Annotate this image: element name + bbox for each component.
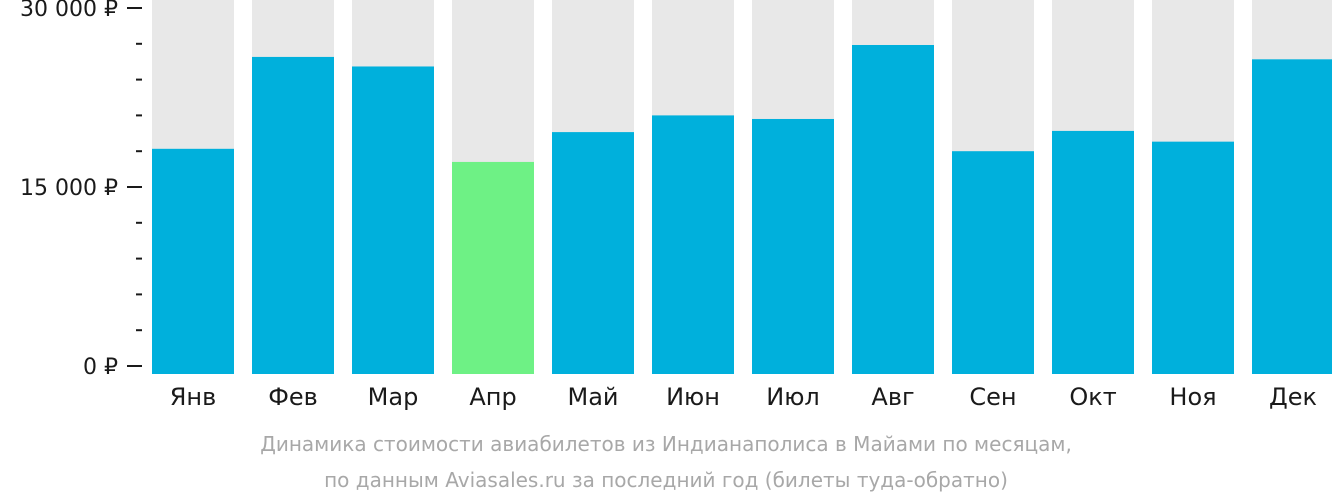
bar[interactable] (952, 151, 1034, 374)
chart-caption-line-2: по данным Aviasales.ru за последний год … (324, 468, 1008, 492)
x-category-label: Сен (969, 383, 1016, 411)
bar[interactable] (352, 66, 434, 375)
bar[interactable] (852, 44, 934, 374)
bar[interactable] (1252, 59, 1332, 375)
bar[interactable] (1052, 130, 1134, 374)
x-category-label: Май (567, 383, 618, 411)
bar[interactable] (752, 118, 834, 374)
chart-caption-line-1: Динамика стоимости авиабилетов из Индиан… (260, 432, 1072, 456)
y-tick-label: 30 000 ₽ (20, 0, 118, 22)
x-category-label: Янв (170, 383, 217, 411)
x-category-label: Мар (368, 383, 419, 411)
x-category-label: Авг (871, 383, 914, 411)
y-tick-label: 15 000 ₽ (20, 176, 118, 201)
bar[interactable] (152, 148, 234, 374)
bar[interactable] (652, 115, 734, 375)
x-axis-labels: Янв Фев Мар Апр Май Июн Июл Авг Сен Окт Ноя Дек (170, 383, 1317, 411)
x-category-label: Июл (766, 383, 820, 411)
price-bar-chart: 0 ₽ 15 000 ₽ 30 000 ₽ Янв Фев Мар Апр Май Июн Ию… (20, 0, 1332, 411)
x-category-label: Окт (1069, 383, 1116, 411)
bars (152, 0, 1332, 375)
x-category-label: Ноя (1169, 383, 1216, 411)
bar[interactable] (1152, 141, 1234, 374)
bar[interactable] (252, 56, 334, 374)
x-category-label: Фев (268, 383, 318, 411)
bar[interactable] (452, 161, 534, 374)
x-category-label: Июн (666, 383, 720, 411)
y-tick-label: 0 ₽ (83, 355, 118, 380)
y-axis: 0 ₽ 15 000 ₽ 30 000 ₽ (20, 0, 142, 380)
x-category-label: Дек (1269, 383, 1317, 411)
bar[interactable] (552, 132, 634, 374)
x-category-label: Апр (469, 383, 516, 411)
